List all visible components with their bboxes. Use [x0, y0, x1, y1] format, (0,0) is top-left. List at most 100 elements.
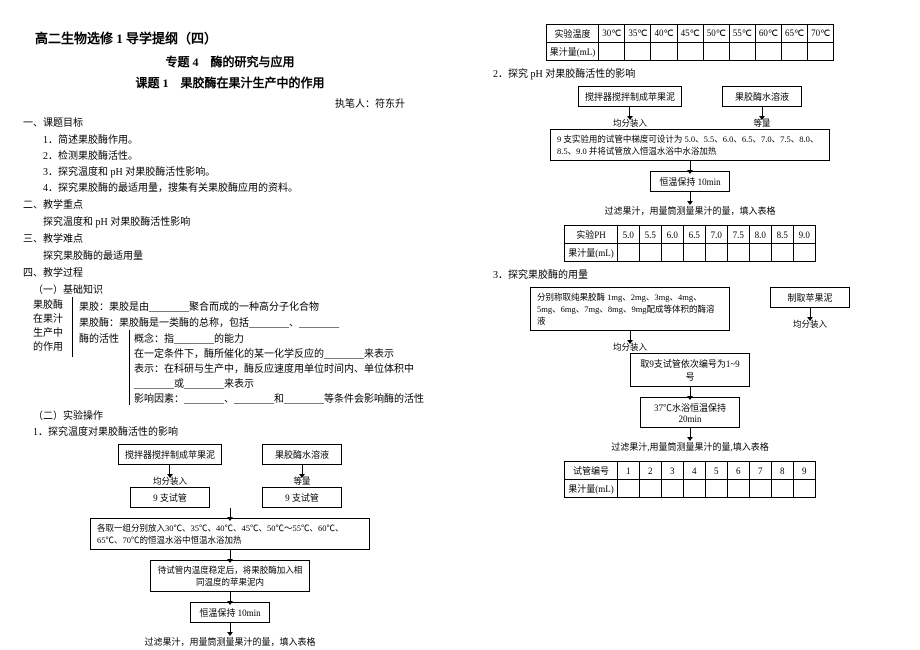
table-cell: [705, 480, 727, 498]
arrow-icon: [690, 428, 691, 438]
flowchart-2: 搅拌器搅拌制成苹果泥 均分装入 果胶酶水溶液 等量 9 支实验用的试管中梯度可设…: [530, 86, 850, 219]
author-line: 执笔人：符东升: [15, 95, 405, 110]
table-cell: [727, 480, 749, 498]
table3-row2-label: 果汁量(mL): [565, 480, 618, 498]
goal-3: 3．探究温度和 pH 对果胶酶活性影响。: [43, 163, 445, 178]
table-cell: 5.0: [617, 226, 639, 244]
table-cell: [683, 480, 705, 498]
outline-line-4: 在一定条件下，酶所催化的某一化学反应的________来表示: [134, 345, 445, 360]
table-cell: [793, 480, 815, 498]
table-cell: 1: [617, 462, 639, 480]
table-cell: 8.0: [749, 226, 771, 244]
arrow-icon: [230, 623, 231, 633]
table-cell: 7.0: [705, 226, 727, 244]
arrow-icon: [629, 107, 630, 117]
arrow-icon: [630, 331, 631, 341]
section-3: 三、教学难点: [23, 230, 445, 245]
table-cell: 40℃: [651, 25, 677, 43]
flow1-box-5: 恒温保持 10min: [190, 602, 270, 623]
table-cell: [639, 244, 661, 262]
flow3-box-1b: 制取苹果泥: [770, 287, 850, 308]
outline-line-5: 表示：在科研与生产中，酶反应速度用单位时间内、单位体积中________或___…: [134, 360, 445, 390]
table-cell: [683, 244, 705, 262]
table-cell: [661, 244, 683, 262]
table-cell: [729, 43, 755, 61]
arrow-icon: [810, 308, 811, 318]
flow2-box-1b: 果胶酶水溶液: [722, 86, 802, 107]
table-cell: [625, 43, 651, 61]
flow1-result: 过滤果汁，用量筒测量果汁的量，填入表格: [144, 635, 315, 648]
flow1-box-4: 待试管内温度稳定后，将果胶酶加入相同温度的苹果泥内: [150, 560, 310, 592]
table-cell: 8.5: [771, 226, 793, 244]
arrow-icon: [762, 107, 763, 117]
table3-row1-label: 试管编号: [565, 462, 618, 480]
table-cell: 65℃: [782, 25, 808, 43]
arrow-icon: [230, 508, 231, 518]
table-cell: 6.5: [683, 226, 705, 244]
table-cell: 35℃: [625, 25, 651, 43]
outline-label: 果胶酶 在果汁 生产中 的作用: [33, 297, 73, 357]
outline-label-1: 果胶酶: [33, 299, 68, 313]
table1-row1-label: 实验温度: [546, 25, 599, 43]
subsection-4-1: （一）基础知识: [33, 281, 445, 296]
outline-block: 果胶酶 在果汁 生产中 的作用 果胶：果胶是由________聚合而成的一种高分…: [33, 297, 445, 406]
table-cell: [617, 244, 639, 262]
outline-body: 果胶：果胶是由________聚合而成的一种高分子化合物 果胶酶：果胶酶是一类酶…: [73, 297, 445, 406]
table-3: 试管编号 1 2 3 4 5 6 7 8 9 果汁量(mL): [564, 461, 816, 498]
outline-line-3: 概念：指________的能力: [134, 330, 445, 345]
table-cell: [617, 480, 639, 498]
table-row: 实验PH 5.0 5.5 6.0 6.5 7.0 7.5 8.0 8.5 9.0: [565, 226, 816, 244]
table-cell: 60℃: [755, 25, 781, 43]
experiment-3-title: 3．探究果胶酶的用量: [493, 266, 905, 281]
arrow-icon: [230, 550, 231, 560]
difficulty-1: 探究果胶酶的最适用量: [43, 247, 445, 262]
flow1-box-3: 各取一组分别放入30℃、35℃、40℃、45℃、50℃～55℃、60℃、65℃、…: [90, 518, 370, 550]
flow3-result: 过滤果汁,用量筒测量果汁的量,填入表格: [611, 440, 769, 453]
table-cell: 30℃: [599, 25, 625, 43]
arrow-icon: [302, 465, 303, 475]
table-2: 实验PH 5.0 5.5 6.0 6.5 7.0 7.5 8.0 8.5 9.0…: [564, 225, 816, 262]
table-cell: [705, 244, 727, 262]
right-column: 实验温度 30℃ 35℃ 40℃ 45℃ 50℃ 55℃ 60℃ 65℃ 70℃…: [460, 0, 920, 638]
table-cell: 50℃: [703, 25, 729, 43]
table-row: 果汁量(mL): [565, 244, 816, 262]
flow2-box-2: 9 支实验用的试管中梯度可设计为 5.0、5.5、6.0、6.5、7.0、7.5…: [550, 129, 830, 161]
table-row: 果汁量(mL): [546, 43, 833, 61]
table1-row2-label: 果汁量(mL): [546, 43, 599, 61]
outline-line-6: 影响因素：________、________和________等条件会影响酶的活…: [134, 390, 445, 405]
table-cell: 2: [639, 462, 661, 480]
arrow-icon: [690, 387, 691, 397]
flow3-box-1a: 分别称取纯果胶酶 1mg、2mg、3mg、4mg、5mg、6mg、7mg、8mg…: [530, 287, 730, 331]
outline-sub-label: 酶的活性: [79, 330, 129, 405]
table-cell: 45℃: [677, 25, 703, 43]
left-column: 高二生物选修 1 导学提纲（四） 专题 4 酶的研究与应用 课题 1 果胶酶在果…: [0, 0, 460, 638]
flow3-box-3: 37℃水浴恒温保持 20min: [640, 397, 740, 428]
flow2-box-3: 恒温保持 10min: [650, 171, 730, 192]
table-cell: 9.0: [793, 226, 815, 244]
table-cell: 7: [749, 462, 771, 480]
outline-line-2: 果胶酶：果胶酶是一类酶的总称，包括________、________: [79, 314, 445, 329]
flowchart-1: 搅拌器搅拌制成苹果泥 均分装入 9 支试管 果胶酶水溶液 等量 9 支试管 各取…: [70, 444, 390, 650]
section-4: 四、教学过程: [23, 264, 445, 279]
table-row: 试管编号 1 2 3 4 5 6 7 8 9: [565, 462, 816, 480]
arrow-icon: [690, 161, 691, 171]
table-cell: 70℃: [808, 25, 834, 43]
table-cell: [703, 43, 729, 61]
table-cell: [782, 43, 808, 61]
table2-row2-label: 果汁量(mL): [565, 244, 618, 262]
table-cell: 5.5: [639, 226, 661, 244]
table-cell: 3: [661, 462, 683, 480]
flow1-box-2a: 9 支试管: [130, 487, 210, 508]
table-row: 果汁量(mL): [565, 480, 816, 498]
section-2: 二、教学重点: [23, 196, 445, 211]
lesson-title: 课题 1 果胶酶在果汁生产中的作用: [15, 74, 445, 91]
table2-row1-label: 实验PH: [565, 226, 618, 244]
outline-label-3: 生产中: [33, 327, 68, 341]
table-cell: [727, 244, 749, 262]
subsection-4-2: （二）实验操作: [33, 407, 445, 422]
table-cell: 5: [705, 462, 727, 480]
table-cell: [749, 244, 771, 262]
table-cell: 8: [771, 462, 793, 480]
outline-label-4: 的作用: [33, 341, 68, 355]
arrow-icon: [690, 192, 691, 202]
